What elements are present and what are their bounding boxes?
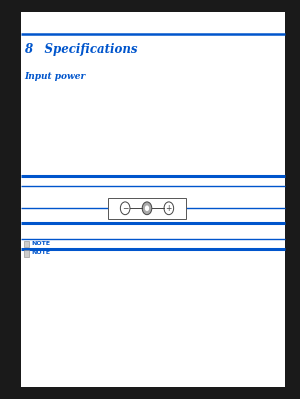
FancyBboxPatch shape — [24, 250, 29, 257]
Circle shape — [120, 202, 130, 215]
FancyBboxPatch shape — [108, 198, 186, 219]
Text: NOTE: NOTE — [31, 241, 50, 246]
FancyBboxPatch shape — [21, 12, 285, 387]
Text: 8   Specifications: 8 Specifications — [24, 43, 137, 56]
Text: +: + — [166, 204, 172, 213]
Text: −: − — [122, 204, 128, 213]
Circle shape — [145, 205, 149, 211]
Text: Input power: Input power — [24, 72, 85, 81]
Text: NOTE: NOTE — [31, 251, 50, 255]
Circle shape — [142, 202, 152, 215]
Circle shape — [164, 202, 174, 215]
FancyBboxPatch shape — [24, 241, 29, 247]
